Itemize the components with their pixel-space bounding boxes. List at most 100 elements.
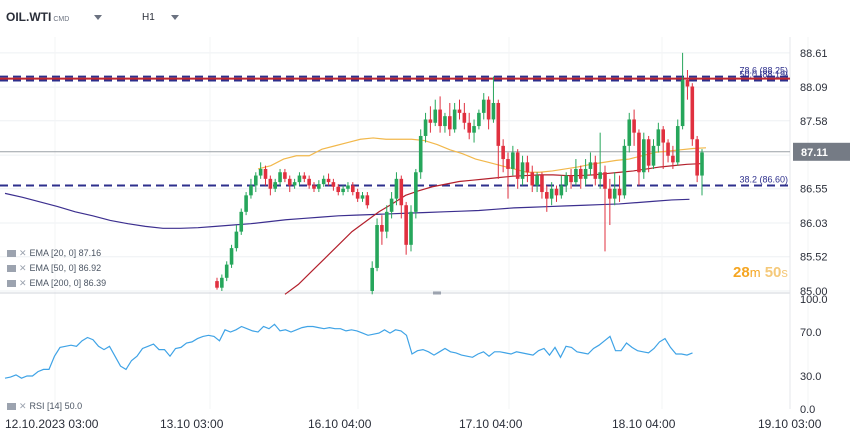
candle-body[interactable] <box>351 185 355 193</box>
candle-body[interactable] <box>608 188 612 199</box>
candle-body[interactable] <box>360 195 365 199</box>
candle-body[interactable] <box>491 102 496 120</box>
candle-body[interactable] <box>661 129 665 143</box>
candle-body[interactable] <box>588 162 593 169</box>
candle-body[interactable] <box>224 264 229 278</box>
candle-body[interactable] <box>535 175 539 186</box>
candle-body[interactable] <box>467 122 471 133</box>
candle-body[interactable] <box>292 182 297 186</box>
close-icon[interactable]: ✕ <box>19 248 27 258</box>
candle-body[interactable] <box>457 109 462 113</box>
candle-body[interactable] <box>229 248 234 265</box>
candle-body[interactable] <box>666 142 670 156</box>
candle-body[interactable] <box>389 198 394 212</box>
candle-body[interactable] <box>302 175 307 179</box>
candle-body[interactable] <box>477 112 481 127</box>
legend-rsi[interactable]: ✕ RSI [14] 50.0 <box>7 401 82 412</box>
candle-body[interactable] <box>287 178 292 186</box>
candle-body[interactable] <box>365 195 370 206</box>
candle-body[interactable] <box>414 172 418 212</box>
candle-body[interactable] <box>394 178 399 199</box>
candle-body[interactable] <box>675 126 680 163</box>
candle-body[interactable] <box>549 188 554 199</box>
candle-body[interactable] <box>554 188 559 196</box>
candle-body[interactable] <box>297 175 302 183</box>
candle-body[interactable] <box>448 116 452 130</box>
candle-body[interactable] <box>680 79 685 127</box>
timeframe-selector[interactable]: H1 <box>142 12 155 23</box>
candle-body[interactable] <box>375 225 379 268</box>
candle-body[interactable] <box>486 99 491 120</box>
symbol-dropdown-chevron-down-icon[interactable] <box>94 15 102 20</box>
timeframe-dropdown-chevron-down-icon[interactable] <box>171 15 179 20</box>
candle-body[interactable] <box>370 267 374 291</box>
candle-body[interactable] <box>569 175 573 183</box>
candle-body[interactable] <box>646 139 651 166</box>
candle-body[interactable] <box>637 132 641 173</box>
candle-body[interactable] <box>307 178 311 186</box>
candle-body[interactable] <box>355 192 360 199</box>
candle-body[interactable] <box>346 185 350 189</box>
candle-body[interactable] <box>671 155 675 163</box>
candle-body[interactable] <box>515 152 520 179</box>
candle-body[interactable] <box>501 145 505 160</box>
candle-body[interactable] <box>321 178 326 185</box>
candle-body[interactable] <box>481 99 486 113</box>
candle-body[interactable] <box>312 185 316 189</box>
candle-body[interactable] <box>617 188 622 196</box>
candle-body[interactable] <box>511 152 515 169</box>
candle-body[interactable] <box>326 178 331 183</box>
candle-body[interactable] <box>409 211 413 245</box>
candle-body[interactable] <box>380 225 384 232</box>
candle-body[interactable] <box>574 168 578 183</box>
candle-body[interactable] <box>438 109 442 127</box>
symbol-selector[interactable]: OIL.WTI CMD <box>6 10 69 24</box>
candle-body[interactable] <box>433 109 438 123</box>
candle-body[interactable] <box>418 135 423 173</box>
candle-body[interactable] <box>399 178 404 206</box>
candle-body[interactable] <box>341 188 345 193</box>
candle-body[interactable] <box>404 205 408 245</box>
candle-body[interactable] <box>472 126 476 133</box>
candle-body[interactable] <box>530 172 535 186</box>
candle-body[interactable] <box>278 172 282 183</box>
candle-body[interactable] <box>700 152 704 176</box>
close-icon[interactable]: ✕ <box>19 278 27 288</box>
candle-body[interactable] <box>690 86 695 140</box>
candle-body[interactable] <box>520 162 525 179</box>
close-icon[interactable]: ✕ <box>19 263 27 273</box>
candle-body[interactable] <box>428 119 433 123</box>
candle-body[interactable] <box>254 175 258 186</box>
candle-body[interactable] <box>540 175 544 193</box>
candle-body[interactable] <box>263 168 268 179</box>
candle-body[interactable] <box>423 119 428 136</box>
candle-body[interactable] <box>564 175 568 186</box>
candle-body[interactable] <box>268 178 273 189</box>
candle-body[interactable] <box>612 188 617 199</box>
candle-body[interactable] <box>598 172 602 179</box>
candle-body[interactable] <box>603 172 607 189</box>
candle-body[interactable] <box>685 79 690 87</box>
legend-ema50[interactable]: ✕ EMA [50, 0] 86.92 <box>7 263 101 274</box>
candle-body[interactable] <box>215 281 219 288</box>
candle-body[interactable] <box>331 182 336 187</box>
candle-body[interactable] <box>593 162 598 179</box>
candle-body[interactable] <box>642 139 646 173</box>
candle-body[interactable] <box>317 184 321 189</box>
candle-body[interactable] <box>234 231 239 249</box>
candle-body[interactable] <box>545 192 549 199</box>
candle-body[interactable] <box>651 145 656 166</box>
candle-body[interactable] <box>632 119 636 133</box>
legend-ema200[interactable]: ✕ EMA [200, 0] 86.39 <box>7 278 106 289</box>
candle-body[interactable] <box>239 211 244 232</box>
candle-body[interactable] <box>656 129 661 146</box>
candle-body[interactable] <box>249 185 253 196</box>
candle-body[interactable] <box>220 277 224 288</box>
candle-body[interactable] <box>622 145 627 196</box>
candle-body[interactable] <box>244 195 248 212</box>
candle-body[interactable] <box>559 185 564 196</box>
candle-body[interactable] <box>506 159 510 169</box>
candle-body[interactable] <box>583 168 588 179</box>
candle-body[interactable] <box>384 211 389 232</box>
